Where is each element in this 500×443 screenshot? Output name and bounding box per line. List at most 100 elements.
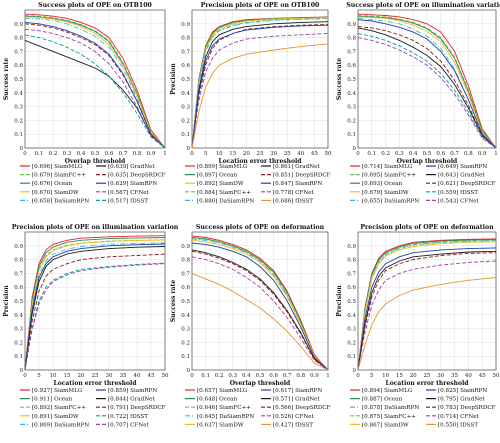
x-axis-label: Overlap threshold <box>397 158 458 165</box>
y-axis-label: Success rate <box>336 58 343 100</box>
series-line <box>191 21 329 149</box>
x-tick-label: 0.2 <box>215 373 224 379</box>
series-line <box>357 19 497 149</box>
legend-entry: [0.847] SiamRPN <box>273 181 322 187</box>
legend-entry: [0.655] DaSiamRPN <box>362 198 419 204</box>
y-axis-label: Precision <box>336 285 343 317</box>
legend-entry: [0.658] DaSiamRPN <box>32 198 89 204</box>
legend: [0.657] SiamMLG [0.648] Ocean [0.646] Siam… <box>185 388 331 428</box>
x-tick-label: 30 <box>106 373 113 379</box>
x-tick-label: 0.8 <box>296 373 305 379</box>
legend-entry: [0.783] DeepSRDCF <box>438 405 496 411</box>
y-tick-label: 0.5 <box>347 299 356 305</box>
series-line <box>24 17 166 149</box>
x-axis-label: Location error threshold <box>386 380 470 387</box>
y-tick-label: 0.5 <box>181 77 190 83</box>
y-axis-label: Success rate <box>170 280 177 322</box>
y-axis-label: Success rate <box>3 58 10 100</box>
x-tick-label: 40 <box>297 151 304 157</box>
y-tick-label: 0.8 <box>14 36 23 42</box>
series-line <box>357 13 497 149</box>
y-tick-label: 0.5 <box>14 299 23 305</box>
y-tick-label: 0 <box>20 368 24 374</box>
x-tick-label: 1 <box>326 373 330 379</box>
y-tick-label: 0.9 <box>181 244 190 250</box>
x-axis-label: Location error threshold <box>54 380 138 387</box>
y-tick-label: 0.1 <box>347 132 356 138</box>
series-line <box>24 235 166 371</box>
y-tick-label: 0.8 <box>181 258 190 264</box>
x-tick-label: 30 <box>437 373 444 379</box>
x-tick-label: 40 <box>465 373 472 379</box>
x-tick-label: 0.3 <box>395 151 404 157</box>
x-tick-label: 0.5 <box>256 373 265 379</box>
series-line <box>24 13 166 149</box>
plot-frame <box>357 231 497 371</box>
series-line <box>191 17 329 149</box>
legend-entry: [0.566] DeepSRDCF <box>273 405 331 411</box>
chart-title: Success plots of OPE on OTB100 <box>38 2 152 9</box>
series-line <box>24 243 166 371</box>
y-tick-label: 0.5 <box>347 77 356 83</box>
legend-entry: [0.911] Ocean <box>32 397 73 403</box>
x-tick-label: 0.4 <box>409 151 418 157</box>
x-tick-label: 0.4 <box>77 151 86 157</box>
y-tick-label: 0.8 <box>347 36 356 42</box>
y-tick-label: 0.6 <box>347 285 356 291</box>
legend-entry: [0.686] fDSST <box>273 198 313 204</box>
legend-entry: [0.795] GradNet <box>438 397 485 403</box>
legend-entry: [0.878] DaSiamRPN <box>362 405 419 411</box>
legend-entry: [0.859] SiamRPN <box>108 388 157 394</box>
legend-entry: [0.899] SiamMLG <box>197 164 248 170</box>
legend-entry: [0.844] GradNet <box>108 397 155 403</box>
legend-entry: [0.722] fDSST <box>108 414 148 420</box>
series-line <box>191 235 329 371</box>
x-tick-label: 15 <box>396 373 403 379</box>
x-axis-label: Overlap threshold <box>230 380 291 387</box>
legend-entry: [0.679] SiamDW <box>362 190 409 196</box>
series-line <box>357 27 497 149</box>
chart-title: Precision plots of OPE on deformation <box>360 224 494 231</box>
series-line <box>357 240 497 371</box>
series-line <box>357 37 497 149</box>
y-tick-label: 0.1 <box>347 354 356 360</box>
x-tick-label: 0.1 <box>35 151 44 157</box>
x-tick-label: 0.7 <box>283 373 292 379</box>
x-tick-label: 35 <box>451 373 458 379</box>
legend-entry: [0.645] DaSiamRPN <box>197 414 254 420</box>
series-line <box>357 277 497 371</box>
x-tick-label: 1 <box>163 151 167 157</box>
y-tick-label: 0.8 <box>14 258 23 264</box>
legend-entry: [0.884] SiamFC++ <box>197 190 251 196</box>
series-line <box>24 237 166 371</box>
series-line <box>191 239 329 371</box>
legend: [0.927] SiamMLG [0.911] Ocean [0.892] Siam… <box>20 388 166 428</box>
x-tick-label: 20 <box>410 373 417 379</box>
y-tick-label: 0.6 <box>14 285 23 291</box>
legend-entry: [0.639] GradNet <box>108 164 155 170</box>
y-tick-label: 0.4 <box>181 313 190 319</box>
series-line <box>24 263 166 371</box>
series-line <box>357 252 497 371</box>
legend-entry: [0.693] Ocean <box>362 181 403 187</box>
y-tick-label: 0.9 <box>14 244 23 250</box>
legend-entry: [0.621] DeepSRDCF <box>438 181 496 187</box>
series-line <box>357 33 497 149</box>
series-line <box>24 262 166 371</box>
y-tick-label: 0.2 <box>14 340 23 346</box>
y-tick-label: 0.1 <box>14 132 23 138</box>
x-tick-label: 0.6 <box>436 151 445 157</box>
series-line <box>24 253 166 371</box>
y-tick-label: 0.4 <box>14 91 23 97</box>
y-tick-label: 0.7 <box>14 271 23 277</box>
x-tick-label: 10 <box>382 373 389 379</box>
legend-entry: [0.648] Ocean <box>197 397 238 403</box>
legend: [0.714] SiamMLG [0.695] SiamFC++ [0.693] O… <box>350 164 496 204</box>
y-tick-label: 0.2 <box>347 340 356 346</box>
legend-entry: [0.892] SiamDW <box>197 181 244 187</box>
x-tick-label: 5 <box>37 373 41 379</box>
chart-panel: 0 0.1 0.2 0.3 0.4 0.5 0.6 0.7 0.8 0.9 1 0 0.1 0.2 0.3 0… <box>170 224 331 428</box>
x-tick-label: 0.7 <box>450 151 459 157</box>
series-line <box>24 15 166 149</box>
chart-title: Precision plots of OPE on OTB100 <box>201 2 320 9</box>
